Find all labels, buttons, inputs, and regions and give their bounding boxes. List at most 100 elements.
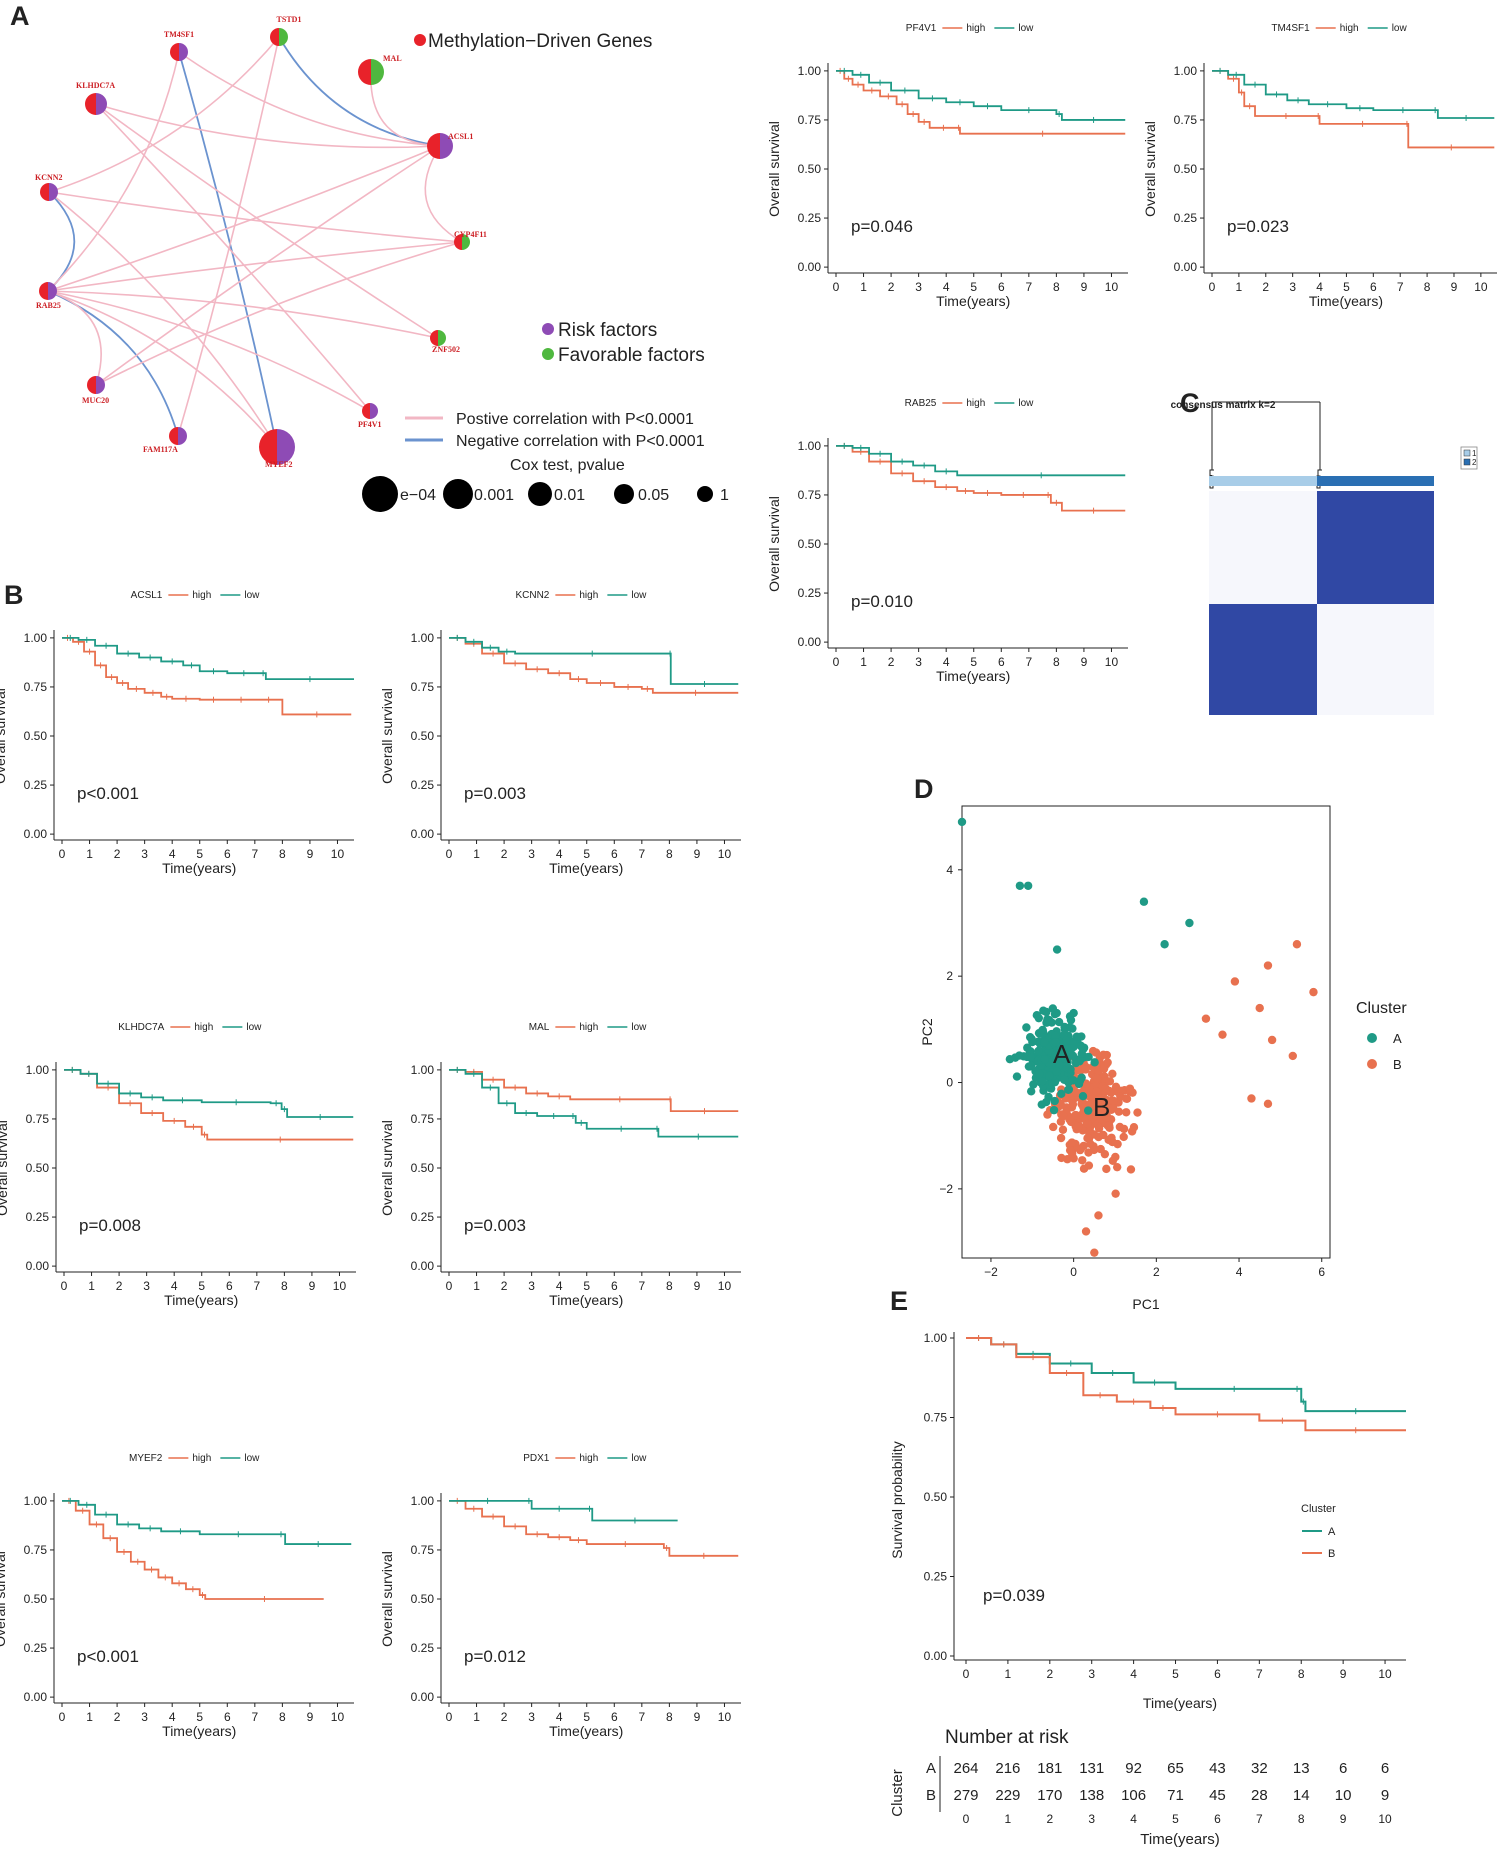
gene-label: KLHDC7A — [76, 81, 115, 90]
gene-label: TM4SF1 — [164, 30, 194, 39]
pca-point-a — [1064, 1085, 1074, 1094]
x-tick-label: 1 — [86, 847, 93, 861]
e-x-tick-label: 5 — [1172, 1667, 1179, 1681]
gene-node-acsl1: ACSL1 — [427, 132, 473, 159]
x-tick-label: 0 — [833, 655, 840, 669]
legend-high: high — [192, 1453, 211, 1464]
risk-cell: 14 — [1293, 1787, 1310, 1804]
node-left-half — [430, 330, 438, 346]
x-tick-label: 4 — [169, 847, 176, 861]
node-right-half — [96, 93, 107, 115]
legend-high: high — [1340, 23, 1359, 34]
risk-time-label: 3 — [1088, 1812, 1095, 1826]
x-tick-label: 9 — [309, 1279, 316, 1293]
pca-point-a — [1042, 1007, 1051, 1017]
pca-point-a — [1054, 1017, 1064, 1027]
pca-point-b — [1068, 1100, 1078, 1109]
edge-TM4SF1-RAB25 — [47, 51, 180, 292]
pca-point-b — [1121, 1094, 1131, 1103]
number-at-risk-table: Number at risk Cluster A B Time(years) 2… — [889, 1727, 1392, 1848]
x-tick-label: 0 — [833, 280, 840, 294]
curve-low — [836, 444, 1126, 477]
legend-high: high — [966, 398, 985, 409]
risk-cell: 92 — [1125, 1760, 1142, 1777]
e-x-tick-label: 6 — [1214, 1667, 1221, 1681]
km-plot-acsl1: ACSL1 high low 0.00 0.25 0.50 0.75 1.00 0 1 2 3 4 5 6 7… — [0, 590, 354, 876]
x-tick-label: 3 — [143, 1279, 150, 1293]
pca-point-b — [1074, 1122, 1083, 1131]
gene-label: FAM117A — [143, 445, 178, 454]
gene-node-znf502: ZNF502 — [430, 330, 460, 354]
cox-label-1: e−04 — [400, 487, 436, 504]
x-tick-label: 7 — [638, 1710, 645, 1724]
cox-size-4 — [614, 484, 634, 504]
gene-node-muc20: MUC20 — [82, 376, 109, 405]
pca-legend-b: B — [1393, 1057, 1402, 1072]
x-tick-label: 6 — [998, 655, 1005, 669]
cox-label-4: 0.05 — [638, 487, 669, 504]
pca-point-a — [1060, 1075, 1069, 1084]
y-tick-label: 1.00 — [26, 1063, 50, 1077]
y-tick-label: 0.50 — [798, 162, 822, 176]
pca-point-b — [1119, 1132, 1128, 1142]
pca-point-b — [1081, 1065, 1090, 1074]
risk-table-xlabel: Time(years) — [1140, 1831, 1219, 1848]
pca-axes: −2 0 2 4 6 −2 0 2 4 — [939, 863, 1325, 1279]
pca-point-b — [1111, 1189, 1120, 1198]
x-tick-label: 1 — [88, 1279, 95, 1293]
risk-cell: 13 — [1293, 1760, 1310, 1777]
legend-high: high — [966, 23, 985, 34]
consensus-legend-1: 1 — [1472, 449, 1477, 458]
x-tick-label: 3 — [915, 280, 922, 294]
pca-point-a — [1011, 1053, 1020, 1062]
gene-node-myef2: MYEF2 — [259, 429, 295, 469]
x-tick-label: 2 — [116, 1279, 123, 1293]
e-x-tick-label: 9 — [1340, 1667, 1347, 1681]
pca-point-a — [1068, 1076, 1077, 1085]
y-tick-label: 0.75 — [1174, 113, 1198, 127]
y-tick-label: 0.75 — [24, 680, 48, 694]
cluster-ylabel: Survival probability — [889, 1441, 905, 1559]
x-tick-label: 10 — [331, 1710, 345, 1724]
pca-y-tick-label: 2 — [946, 969, 953, 983]
e-y-tick-label: 0.00 — [924, 1649, 948, 1663]
gene-node-tm4sf1: TM4SF1 — [164, 30, 194, 61]
x-tick-label: 9 — [1081, 655, 1088, 669]
pca-point-a — [1035, 1069, 1044, 1079]
curve-low — [449, 1499, 678, 1522]
p-value: p=0.003 — [464, 784, 526, 803]
y-axis-label: Overall survival — [0, 1551, 8, 1647]
node-left-half — [454, 234, 462, 250]
y-tick-label: 0.00 — [1174, 260, 1198, 274]
edge-PF4V1-KLHDC7A — [95, 103, 371, 412]
pca-point-b — [1056, 1133, 1066, 1143]
pca-point-a — [1029, 1080, 1038, 1089]
legend-high: high — [192, 590, 211, 601]
x-tick-label: 6 — [1370, 280, 1377, 294]
pca-point-b — [1063, 1155, 1072, 1164]
edge-ACSL1-MUC20 — [95, 145, 441, 386]
consensus-title: consensus matrix k=2 — [1171, 400, 1276, 411]
x-tick-label: 8 — [279, 1710, 286, 1724]
y-tick-label: 0.50 — [26, 1161, 50, 1175]
y-tick-label: 0.25 — [798, 586, 822, 600]
p-value: p=0.012 — [464, 1647, 526, 1666]
cluster-legend-a: A — [1328, 1526, 1336, 1538]
y-tick-label: 0.00 — [26, 1259, 50, 1273]
consensus-legend-1-swatch — [1463, 449, 1471, 457]
node-left-half — [427, 133, 440, 159]
pca-point-b — [1108, 1069, 1117, 1078]
y-tick-label: 0.00 — [798, 260, 822, 274]
x-tick-label: 1 — [473, 1279, 480, 1293]
x-axis-label: Time(years) — [164, 1292, 238, 1308]
pca-point-a — [1051, 1038, 1060, 1047]
edge-ACSL1-RAB25 — [47, 145, 441, 292]
x-tick-label: 9 — [1081, 280, 1088, 294]
pca-x-tick-label: 4 — [1236, 1265, 1243, 1279]
panel-label-a: A — [10, 1, 30, 31]
pca-y-tick-label: 4 — [946, 863, 953, 877]
pca-point-b — [1126, 1165, 1136, 1174]
pca-point-b — [1099, 1064, 1109, 1073]
favorable-legend: Favorable factors — [558, 345, 705, 366]
